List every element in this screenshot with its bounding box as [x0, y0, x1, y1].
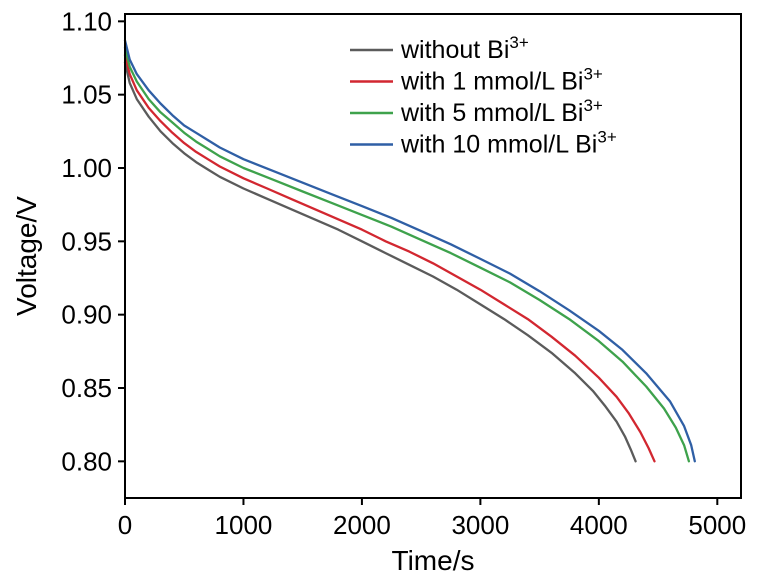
y-axis-label: Voltage/V: [11, 196, 42, 316]
plot-border: [124, 13, 742, 499]
legend-label: without Bi3+: [400, 33, 529, 64]
x-axis-label: Time/s: [391, 545, 475, 576]
legend-label: with 10 mmol/L Bi3+: [400, 128, 617, 159]
legend-label: with 5 mmol/L Bi3+: [400, 96, 603, 127]
legend-label: with 1 mmol/L Bi3+: [400, 65, 603, 96]
series-line-1: [123, 53, 656, 463]
x-tick-label: 3000: [451, 510, 509, 540]
x-tick-label: 2000: [333, 510, 391, 540]
x-tick-label: 4000: [570, 510, 628, 540]
y-tick-label: 1.10: [61, 6, 112, 36]
y-tick-label: 0.80: [61, 446, 112, 476]
y-tick-label: 1.05: [61, 80, 112, 110]
series-line-0: [123, 61, 637, 463]
y-tick-label: 0.95: [61, 226, 112, 256]
x-tick-label: 0: [118, 510, 132, 540]
y-tick-label: 1.00: [61, 153, 112, 183]
y-tick-label: 0.85: [61, 373, 112, 403]
x-tick-label: 1000: [215, 510, 273, 540]
y-tick-label: 0.90: [61, 300, 112, 330]
series-line-3: [123, 39, 696, 463]
series-line-2: [123, 46, 691, 463]
x-tick-label: 5000: [688, 510, 746, 540]
